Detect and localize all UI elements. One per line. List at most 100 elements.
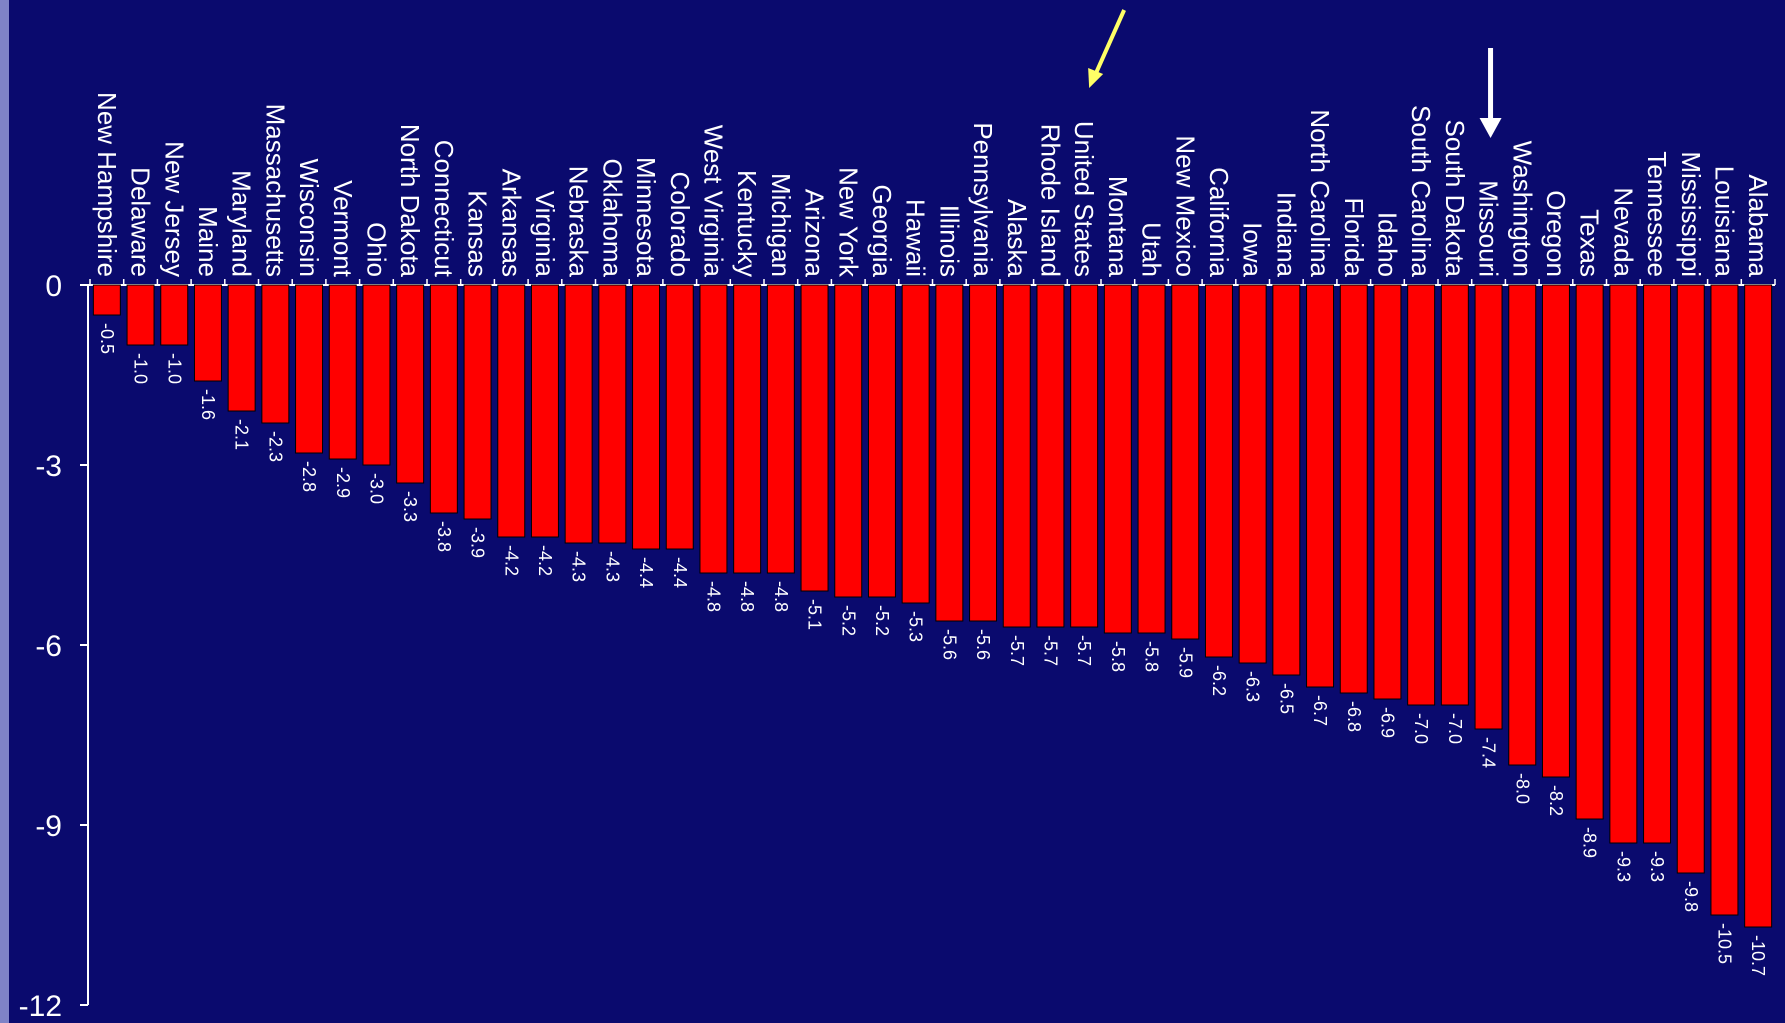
category-label: Georgia — [867, 185, 897, 278]
category-label: West Virginia — [698, 125, 728, 278]
bar-value-label: -5.9 — [1175, 647, 1195, 678]
bar — [1609, 284, 1638, 844]
bar-value-label: -1.0 — [131, 353, 151, 384]
bar — [1744, 284, 1773, 928]
bar — [800, 284, 829, 592]
bar-value-label: -6.7 — [1310, 695, 1330, 726]
bar-value-label: -5.2 — [872, 605, 892, 636]
y-tick-label: -9 — [35, 810, 62, 843]
bar-value-label: -5.8 — [1142, 641, 1162, 672]
bar-value-label: -0.5 — [97, 323, 117, 354]
bar — [1575, 284, 1604, 820]
bar — [126, 284, 155, 346]
bar — [733, 284, 762, 574]
category-label: Louisiana — [1709, 166, 1739, 278]
bar — [1036, 284, 1065, 628]
bar-value-label: -9.3 — [1613, 851, 1633, 882]
category-label: Missouri — [1474, 180, 1504, 277]
bar — [429, 284, 458, 514]
side-stripe — [0, 0, 9, 1023]
category-label: Illinois — [934, 205, 964, 277]
bar-value-label: -2.9 — [333, 467, 353, 498]
bar — [1204, 284, 1233, 658]
bar — [1508, 284, 1537, 766]
category-label: Kansas — [463, 190, 493, 277]
bar-value-label: -7.0 — [1411, 713, 1431, 744]
bar — [463, 284, 492, 520]
bar — [1676, 284, 1705, 874]
category-label: North Dakota — [395, 124, 425, 278]
bar-value-label: -8.0 — [1512, 773, 1532, 804]
bar — [193, 284, 222, 382]
bar — [1103, 284, 1132, 634]
bar-value-label: -9.3 — [1647, 851, 1667, 882]
category-label: Colorado — [665, 171, 695, 277]
category-label: Wisconsin — [294, 159, 324, 277]
value-labels: -0.5 -1.0 -1.0 -1.6 -2.1 -2.3 -2.8 -2.9 -3.0 -3.3… — [97, 323, 1768, 976]
category-label: New Mexico — [1170, 135, 1200, 277]
y-tick-label: 0 — [45, 270, 62, 303]
bar — [362, 284, 391, 466]
bar — [1440, 284, 1469, 706]
category-label: Rhode Island — [1035, 124, 1065, 277]
bar-value-label: -5.8 — [1108, 641, 1128, 672]
bar — [530, 284, 559, 538]
bar-value-label: -4.3 — [569, 551, 589, 582]
category-label: North Carolina — [1305, 109, 1335, 277]
category-label: Arizona — [800, 189, 830, 278]
bar-value-label: -7.4 — [1479, 737, 1499, 768]
y-tick-label: -12 — [19, 990, 62, 1023]
category-label: Mississippi — [1676, 151, 1706, 277]
bar — [766, 284, 795, 574]
category-label: Montana — [1103, 176, 1133, 278]
bar-value-label: -5.6 — [973, 629, 993, 660]
category-label: New Jersey — [159, 141, 189, 277]
bar-value-label: -8.9 — [1580, 827, 1600, 858]
category-label: Oregon — [1541, 190, 1571, 277]
bar-value-label: -3.8 — [434, 521, 454, 552]
bar-value-label: -5.2 — [838, 605, 858, 636]
category-label: Texas — [1575, 209, 1605, 277]
bar — [1373, 284, 1402, 700]
category-label: South Carolina — [1406, 105, 1436, 278]
bar-value-label: -6.9 — [1377, 707, 1397, 738]
bar-value-label: -2.3 — [265, 431, 285, 462]
category-label: Alaska — [1002, 199, 1032, 278]
bar-value-label: -4.8 — [771, 581, 791, 612]
bar-value-label: -4.4 — [636, 557, 656, 588]
bar-value-label: -6.3 — [1243, 671, 1263, 702]
bar — [632, 284, 661, 550]
category-label: Washington — [1507, 141, 1537, 277]
category-label: Maine — [193, 206, 223, 277]
category-label: New York — [833, 167, 863, 278]
bar — [328, 284, 357, 460]
category-label: Massachusetts — [260, 104, 290, 277]
category-label: Hawaii — [901, 199, 931, 277]
category-label: Connecticut — [429, 140, 459, 278]
bar-value-label: -5.7 — [1007, 635, 1027, 666]
category-label: Vermont — [328, 180, 358, 278]
bar — [1407, 284, 1436, 706]
bar — [834, 284, 863, 598]
category-label: Kentucky — [732, 170, 762, 277]
x-axis — [88, 279, 1776, 286]
bar-value-label: -4.2 — [535, 545, 555, 576]
category-label: United States — [1069, 121, 1099, 277]
category-label: Ohio — [361, 222, 391, 277]
category-labels: New Hampshire Delaware New Jersey Maine Mary… — [92, 92, 1773, 278]
category-label: California — [1204, 167, 1234, 277]
bar — [92, 284, 121, 316]
category-label: Maryland — [227, 170, 257, 277]
bar — [1474, 284, 1503, 730]
bar-value-label: -6.5 — [1276, 683, 1296, 714]
y-tick-label: -3 — [35, 450, 62, 483]
bars — [92, 284, 1773, 928]
bar — [598, 284, 627, 544]
category-label: Indiana — [1271, 192, 1301, 278]
category-label: Utah — [1137, 222, 1167, 277]
bar-value-label: -5.1 — [805, 599, 825, 630]
y-tick-label: -6 — [35, 630, 62, 663]
bar — [699, 284, 728, 574]
